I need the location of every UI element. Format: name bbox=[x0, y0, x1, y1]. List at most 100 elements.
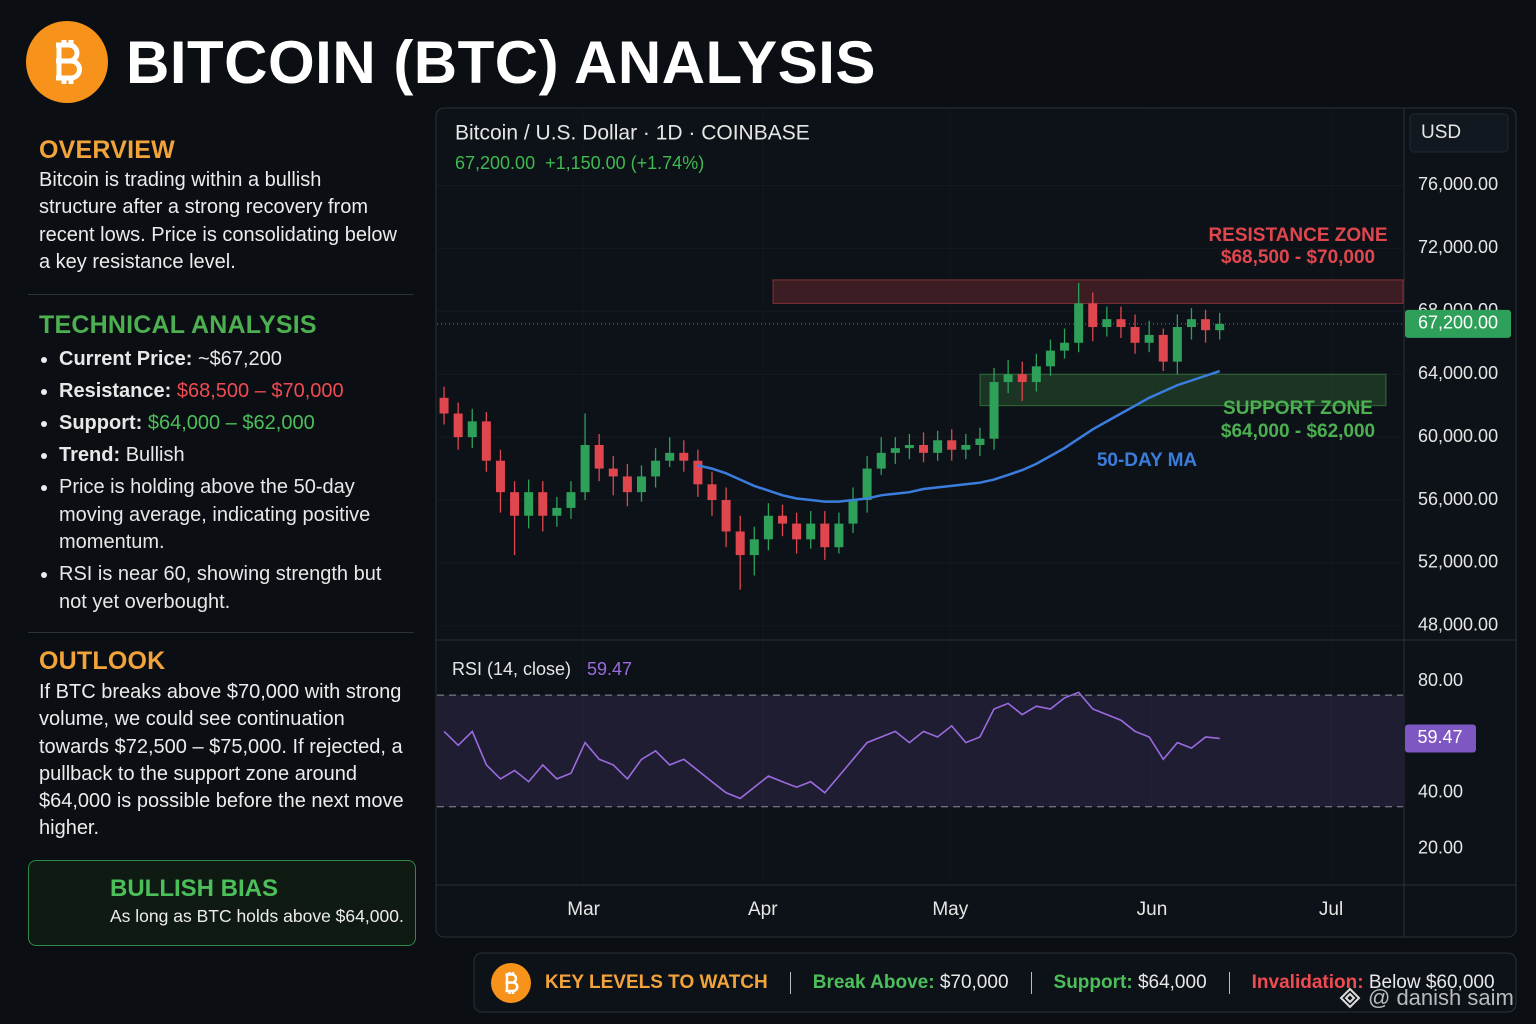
separator bbox=[28, 294, 414, 295]
x-tick-label: Mar bbox=[567, 899, 600, 920]
candle-body bbox=[1031, 366, 1041, 383]
bullet-label: Resistance: bbox=[59, 380, 172, 402]
candle-body bbox=[806, 523, 816, 540]
level-value: $64,000 bbox=[1137, 972, 1207, 993]
candle-body bbox=[735, 531, 745, 556]
candle-body bbox=[1116, 319, 1126, 328]
candle-body bbox=[636, 476, 646, 493]
rsi-line bbox=[443, 691, 1220, 800]
bullet-label: Support: bbox=[59, 412, 143, 434]
page-title: BITCOIN (BTC) ANALYSIS bbox=[126, 29, 876, 96]
candle-body bbox=[1088, 303, 1098, 328]
bullet-value: Bullish bbox=[125, 444, 185, 466]
ta-bullet: RSI is near 60, showing strength but not… bbox=[39, 561, 389, 616]
btc-logo-glyph bbox=[56, 40, 82, 84]
level-label: Break Above: bbox=[812, 972, 935, 993]
candle-body bbox=[510, 492, 520, 516]
candle-body bbox=[1172, 327, 1182, 362]
candle-body bbox=[495, 460, 505, 493]
watermark: @ danish saim bbox=[1368, 985, 1514, 1010]
candle-body bbox=[904, 444, 914, 449]
ma-label: 50-DAY MA bbox=[1097, 450, 1198, 471]
currency-box bbox=[1409, 113, 1509, 153]
ta-bullet: Price is holding above the 50-day moving… bbox=[39, 474, 389, 557]
candle-body bbox=[693, 460, 703, 485]
ta-bullet: Current Price: ~$67,200 bbox=[39, 346, 389, 374]
level-label: Support: bbox=[1053, 972, 1133, 993]
candle-body bbox=[890, 448, 900, 453]
bullet-label: Trend: bbox=[59, 444, 121, 466]
bias-heading: BULLISH BIAS bbox=[110, 875, 278, 902]
candle-body bbox=[1074, 303, 1084, 343]
y-tick-label: 76,000.00 bbox=[1418, 174, 1498, 194]
candle-body bbox=[594, 444, 604, 469]
level-label: Invalidation: bbox=[1251, 972, 1364, 993]
candle-body bbox=[1144, 334, 1154, 343]
zone-label: RESISTANCE ZONE bbox=[1208, 225, 1387, 246]
candle-body bbox=[721, 500, 731, 532]
last-price-label: 67,200.00 bbox=[1418, 313, 1498, 333]
bullet-value: $64,000 – $62,000 bbox=[147, 412, 315, 434]
zone-label: SUPPORT ZONE bbox=[1223, 398, 1373, 419]
separator bbox=[28, 632, 414, 633]
candle-body bbox=[707, 484, 717, 501]
candle-body bbox=[608, 468, 618, 477]
currency: USD bbox=[1421, 122, 1461, 143]
candle-body bbox=[1201, 319, 1211, 331]
candle-body bbox=[538, 492, 548, 516]
candle-body bbox=[876, 452, 886, 469]
candle-body bbox=[975, 438, 985, 445]
candle-body bbox=[453, 413, 463, 438]
ta-bullet: Support: $64,000 – $62,000 bbox=[39, 410, 389, 438]
divider bbox=[789, 972, 791, 994]
divider bbox=[1030, 972, 1032, 994]
level-value: Below $60,000 bbox=[1368, 972, 1495, 993]
price-line: 67,200.00 +1,150.00 (+1.74%) bbox=[455, 153, 704, 173]
bullet-label: Current Price: bbox=[59, 348, 193, 370]
y-tick-label: 72,000.00 bbox=[1418, 237, 1498, 257]
zone-range: $64,000 - $62,000 bbox=[1221, 421, 1375, 442]
candle-body bbox=[763, 515, 773, 540]
candle-body bbox=[481, 421, 491, 461]
key-levels: KEY LEVELS TO WATCH Break Above: $70,000… bbox=[545, 970, 1495, 996]
candle-body bbox=[1186, 319, 1196, 328]
rsi-tick-label: 40.00 bbox=[1418, 782, 1463, 802]
bullet-value: ~$67,200 bbox=[197, 348, 282, 370]
candle-body bbox=[467, 421, 477, 438]
ta-bullet: Resistance: $68,500 – $70,000 bbox=[39, 378, 389, 406]
ta-bullet: Trend: Bullish bbox=[39, 442, 389, 470]
outlook-text: If BTC breaks above $70,000 with strong … bbox=[39, 681, 404, 840]
candle-body bbox=[1215, 323, 1225, 331]
y-tick-label: 48,000.00 bbox=[1418, 615, 1498, 635]
candle-body bbox=[1017, 374, 1027, 383]
candle-body bbox=[1060, 342, 1070, 351]
candle-body bbox=[919, 444, 929, 453]
candle-body bbox=[1003, 374, 1013, 383]
chart-title: Bitcoin / U.S. Dollar · 1D · COINBASE bbox=[455, 122, 810, 145]
candle-body bbox=[552, 507, 562, 516]
key-levels-bar bbox=[473, 952, 1517, 1013]
divider bbox=[1228, 972, 1230, 994]
zone bbox=[979, 373, 1387, 407]
outlook-heading: OUTLOOK bbox=[39, 647, 166, 675]
bullet-value: $68,500 – $70,000 bbox=[176, 380, 344, 402]
ta-heading: TECHNICAL ANALYSIS bbox=[39, 311, 317, 339]
candle-body bbox=[439, 397, 449, 414]
candle-body bbox=[1130, 327, 1140, 343]
y-tick-label: 52,000.00 bbox=[1418, 552, 1498, 572]
candle-body bbox=[622, 476, 632, 493]
btc-logo-small-glyph bbox=[505, 972, 519, 994]
candle-body bbox=[665, 452, 675, 461]
candle-body bbox=[820, 523, 830, 548]
candle-body bbox=[580, 444, 590, 493]
candle-body bbox=[834, 523, 844, 548]
candle-body bbox=[1158, 334, 1168, 362]
watermark-icon bbox=[1339, 987, 1361, 1009]
candle-body bbox=[862, 468, 872, 501]
y-tick-label: 56,000.00 bbox=[1418, 489, 1498, 509]
bullet-text: Price is holding above the 50-day moving… bbox=[59, 476, 371, 553]
candle-body bbox=[651, 460, 661, 477]
y-tick-label: 60,000.00 bbox=[1418, 426, 1498, 446]
